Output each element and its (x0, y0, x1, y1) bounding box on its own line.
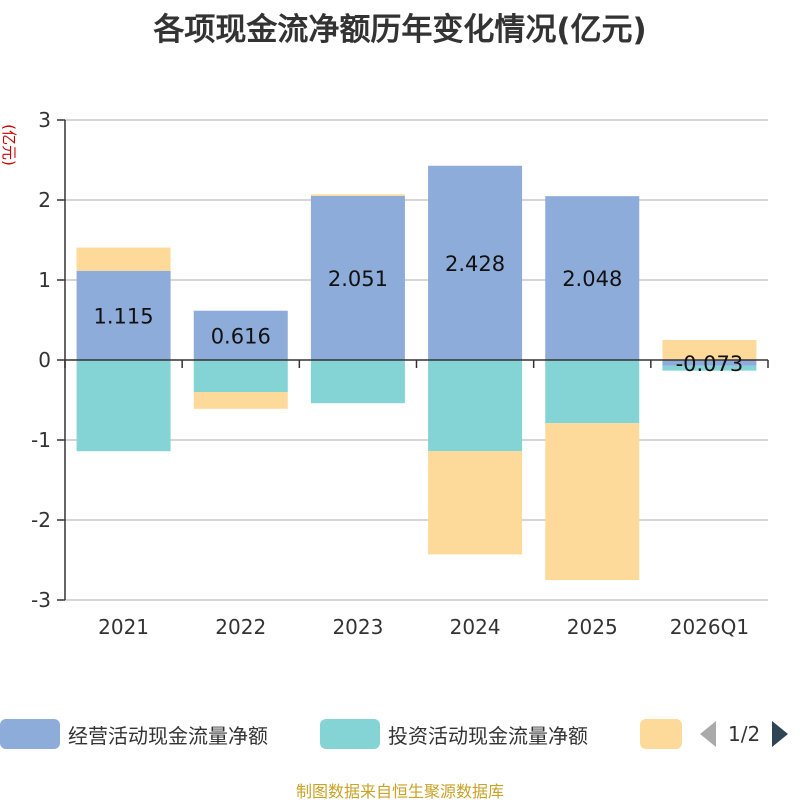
y-tick-label: -1 (31, 428, 51, 452)
bar-series2-2025[interactable] (545, 423, 640, 580)
y-tick-label: -3 (31, 588, 51, 612)
y-axis-title: (亿元) (0, 124, 18, 166)
x-tick-label: 2021 (98, 615, 149, 639)
legend-page-indicator: 1/2 (728, 722, 761, 746)
data-label-2021: 1.115 (94, 304, 154, 328)
bar-series0-2026Q1[interactable] (662, 360, 757, 366)
source-footer: 制图数据来自恒生聚源数据库 (295, 782, 504, 801)
legend-swatch-operating (0, 719, 60, 749)
x-tick-label: 2025 (567, 615, 618, 639)
bar-series0-2024[interactable] (428, 165, 523, 360)
bar-series1-2025[interactable] (545, 360, 640, 424)
bar-series2-2023[interactable] (310, 194, 405, 196)
data-labels: 1.115 0.616 2.051 2.428 2.048 -0.073 (94, 252, 744, 376)
bar-series2-2021[interactable] (76, 247, 171, 271)
legend-label-investing: 投资活动现金流量净额 (388, 723, 588, 748)
legend-swatch-investing (320, 719, 380, 749)
legend-pager: 1/2 (700, 716, 789, 752)
bar-series0-2021[interactable] (76, 270, 171, 360)
bar-series1-2026Q1[interactable] (662, 365, 757, 371)
legend-label-operating: 经营活动现金流量净额 (68, 723, 268, 748)
bar-series1-2023[interactable] (310, 360, 405, 404)
axes: 3 2 1 0 -1 -2 -3 2021 2022 2023 2024 2025 2026Q1 (31, 108, 769, 639)
data-label-2024: 2.428 (445, 252, 505, 276)
y-tick-label: 1 (38, 268, 51, 292)
bar-series2-2026Q1[interactable] (662, 340, 757, 360)
legend-item-operating[interactable]: 经营活动现金流量净额 (0, 716, 268, 752)
legend: 经营活动现金流量净额 投资活动现金流量净额 1/2 (0, 716, 800, 752)
bar-series2-2024[interactable] (428, 451, 523, 555)
bar-series0-2023[interactable] (310, 195, 405, 360)
x-tick-label: 2024 (450, 615, 501, 639)
x-tick-label: 2022 (215, 615, 266, 639)
bar-series1-2024[interactable] (428, 360, 523, 452)
y-tick-label: -2 (31, 508, 51, 532)
bar-series0-2022[interactable] (193, 310, 288, 360)
legend-item-financing[interactable] (640, 716, 690, 752)
legend-item-investing[interactable]: 投资活动现金流量净额 (320, 716, 588, 752)
data-label-2026Q1: -0.073 (676, 352, 744, 376)
bar-series0-2025[interactable] (545, 196, 640, 360)
x-tick-label: 2023 (332, 615, 383, 639)
y-tick-label: 3 (38, 108, 51, 132)
legend-next-page-icon[interactable] (772, 721, 789, 747)
bar-series2-2022[interactable] (193, 392, 288, 409)
data-label-2025: 2.048 (562, 267, 622, 291)
y-tick-label: 0 (38, 348, 51, 372)
y-tick-label: 2 (38, 188, 51, 212)
x-tick-label: 2026Q1 (670, 615, 749, 639)
gridlines (65, 119, 768, 601)
legend-swatch-financing (640, 719, 682, 749)
bar-series1-2022[interactable] (193, 360, 288, 392)
data-label-2023: 2.051 (328, 267, 388, 291)
legend-prev-page-icon[interactable] (700, 721, 716, 747)
chart-title: 各项现金流净额历年变化情况(亿元) (153, 12, 647, 48)
bar-series1-2021[interactable] (76, 360, 171, 452)
data-label-2022: 0.616 (211, 324, 271, 348)
bars (76, 165, 757, 580)
